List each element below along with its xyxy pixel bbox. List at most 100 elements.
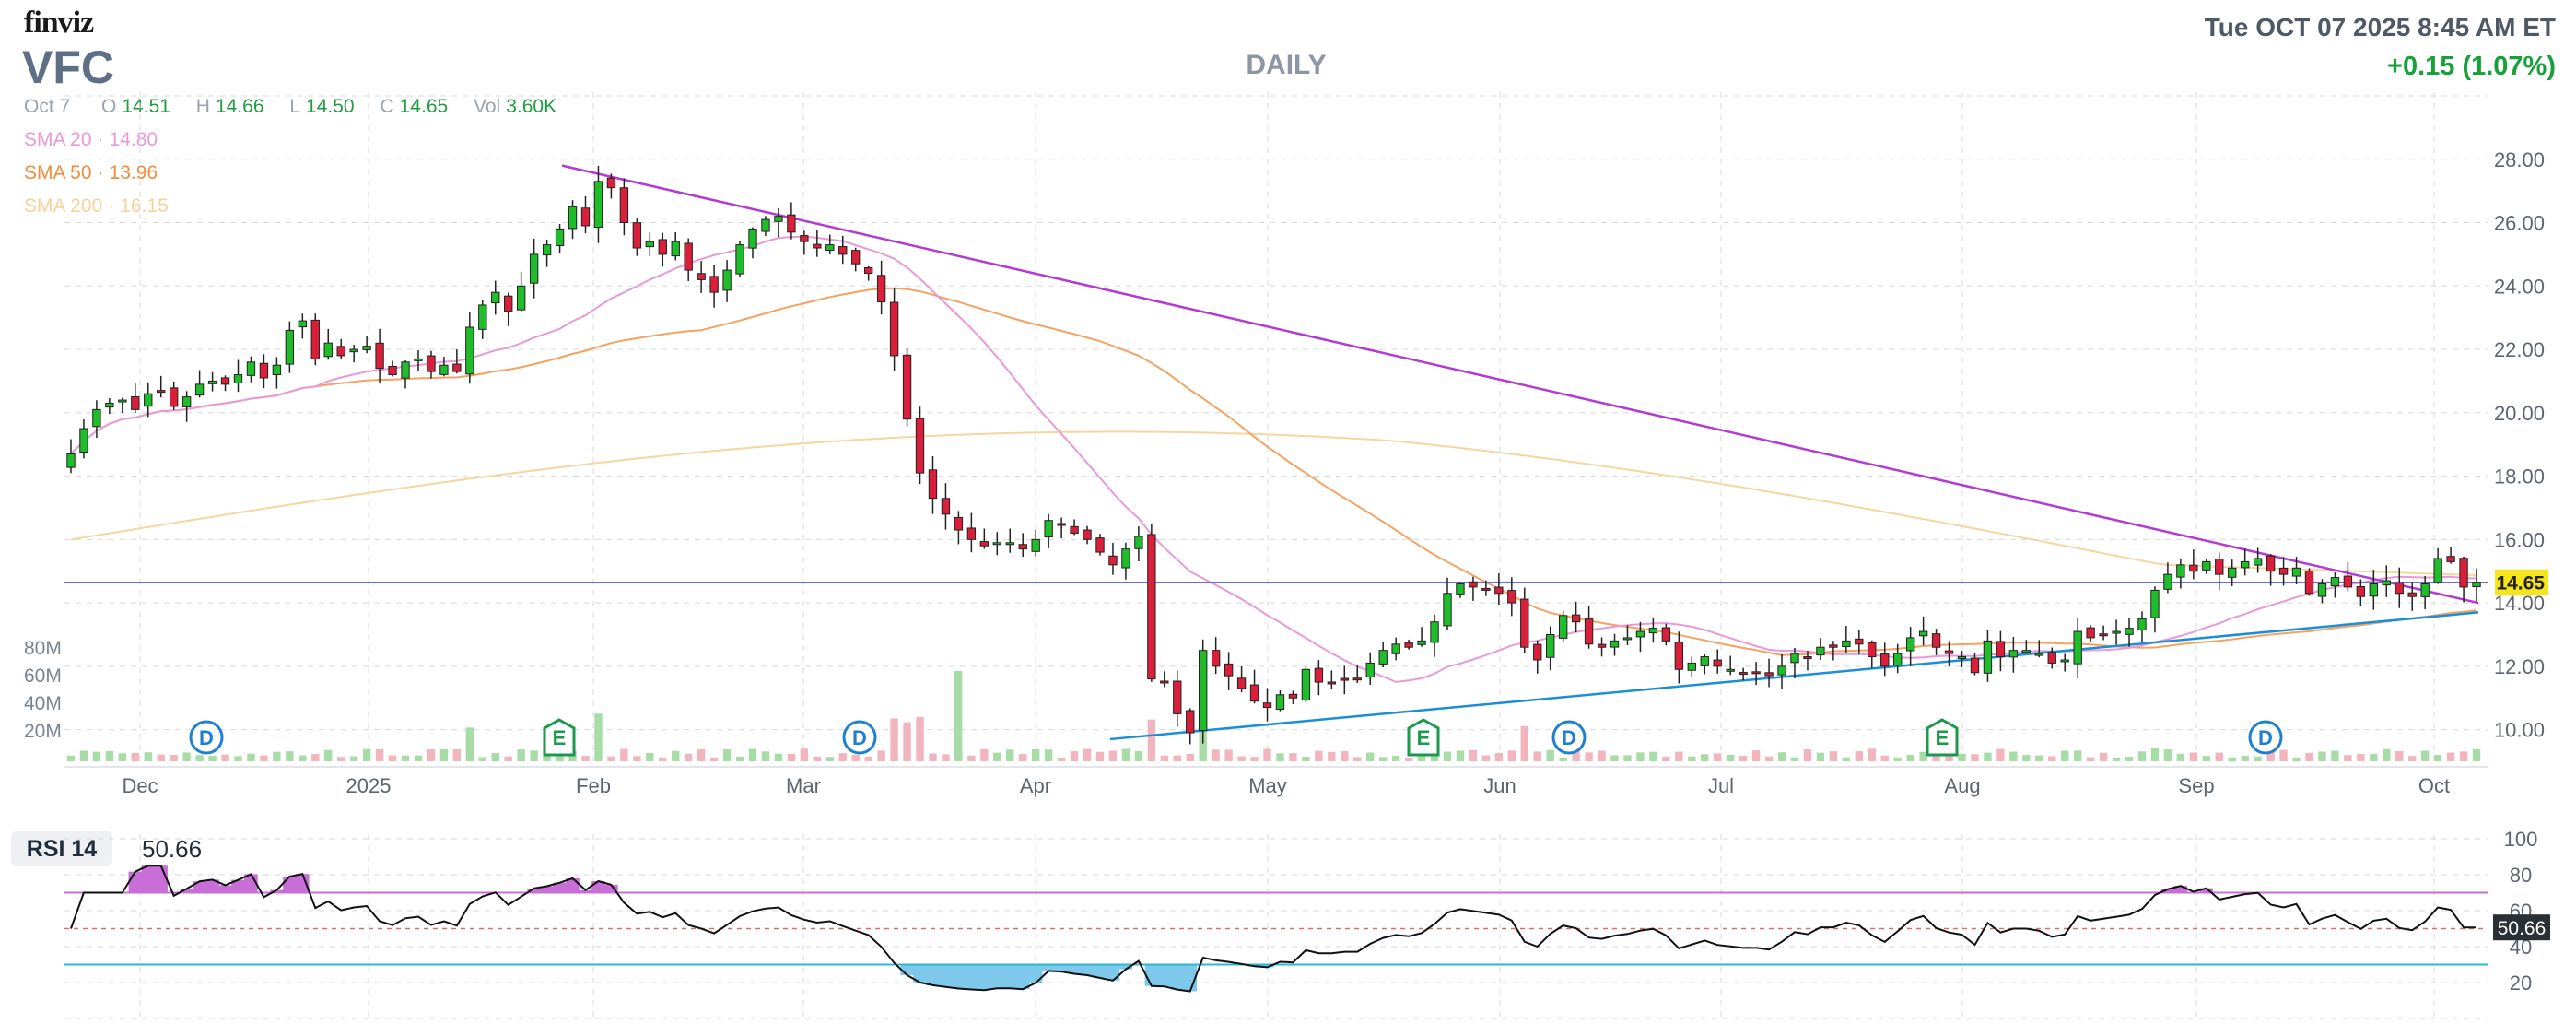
candle-body bbox=[2086, 627, 2095, 639]
volume-bar bbox=[2318, 751, 2326, 761]
candle-body bbox=[2446, 556, 2455, 562]
candle-body bbox=[1249, 684, 1259, 702]
candle-body bbox=[1108, 555, 1118, 566]
volume-bar bbox=[800, 748, 809, 761]
volume-bar bbox=[1366, 752, 1375, 761]
candle-body bbox=[1314, 667, 1324, 683]
candle-body bbox=[735, 244, 744, 275]
rsi-value-tag bbox=[2493, 914, 2550, 941]
candle-body bbox=[1236, 677, 1247, 689]
volume-bar bbox=[735, 756, 744, 761]
volume-bar bbox=[890, 718, 898, 761]
ohlc-legend: Oct 7 O 14.51 H 14.66 L 14.50 C 14.65 Vol 3.6… bbox=[24, 96, 577, 118]
high-label: H bbox=[195, 96, 210, 117]
candle-body bbox=[658, 239, 667, 255]
candle-body bbox=[928, 469, 938, 500]
candle-body bbox=[2060, 659, 2069, 663]
sma200-legend[interactable]: SMA 200 · 16.15 bbox=[24, 195, 169, 217]
candle-body bbox=[1404, 642, 1413, 648]
volume-bar bbox=[1353, 757, 1362, 761]
rsi-indicator-label[interactable]: RSI 14 bbox=[11, 831, 112, 866]
candle-body bbox=[1456, 583, 1465, 595]
candle-body bbox=[568, 206, 578, 230]
volume-bar bbox=[1160, 755, 1169, 761]
volume-bar bbox=[1803, 749, 1812, 761]
volume-bar bbox=[1880, 755, 1889, 761]
sma20-label: SMA 20 bbox=[24, 129, 92, 150]
timeframe-label[interactable]: DAILY bbox=[1246, 50, 1327, 80]
volume-bar bbox=[465, 727, 474, 761]
candle-body bbox=[1893, 653, 1903, 666]
volume-bar bbox=[685, 753, 693, 761]
candle-body bbox=[1610, 640, 1620, 648]
volume-bar bbox=[414, 755, 423, 761]
candle-body bbox=[1533, 643, 1542, 661]
candle-body bbox=[825, 244, 835, 252]
earnings-marker-icon bbox=[1407, 718, 1440, 757]
volume-bar bbox=[401, 755, 410, 761]
event-marker-label: D bbox=[1562, 726, 1576, 749]
candle-body bbox=[2356, 586, 2366, 597]
volume-bar bbox=[2344, 755, 2352, 761]
candle-body bbox=[1661, 627, 1671, 642]
event-marker-label: D bbox=[199, 726, 214, 749]
volume-bar bbox=[2048, 756, 2056, 761]
candle-body bbox=[2395, 582, 2404, 595]
close-label: C bbox=[380, 96, 394, 117]
candle-body bbox=[2099, 633, 2108, 637]
candle-body bbox=[491, 291, 500, 304]
volume-bar bbox=[1032, 749, 1040, 761]
volume-bar bbox=[105, 750, 114, 761]
volume-bar bbox=[1610, 755, 1619, 761]
volume-bar bbox=[1662, 756, 1670, 761]
candle-body bbox=[863, 266, 873, 275]
candle-body bbox=[1918, 630, 1928, 637]
candle-body bbox=[1301, 668, 1311, 701]
volume-bar bbox=[2331, 750, 2339, 761]
open-label: O bbox=[101, 96, 117, 117]
finviz-logo[interactable]: finviz bbox=[24, 6, 94, 40]
volume-bar bbox=[1559, 757, 1567, 761]
candle-body bbox=[2021, 650, 2032, 653]
event-marker-label: D bbox=[852, 726, 867, 749]
rsi-oversold-fill bbox=[900, 964, 1274, 992]
volume-bar bbox=[1328, 751, 1336, 761]
volume-bar bbox=[504, 756, 512, 761]
sma20-legend[interactable]: SMA 20 · 14.80 bbox=[24, 129, 158, 150]
candle-body bbox=[2253, 558, 2263, 566]
rsi-overbought-fill bbox=[128, 865, 2214, 893]
candle-body bbox=[979, 541, 989, 547]
candle-body bbox=[157, 390, 166, 394]
volume-bar bbox=[1186, 753, 1194, 761]
candle-body bbox=[181, 396, 192, 408]
candle-body bbox=[1365, 662, 1375, 678]
volume-bar bbox=[1044, 749, 1053, 761]
sma50-legend[interactable]: SMA 50 · 13.96 bbox=[24, 162, 158, 183]
x-tick-label: Aug bbox=[1944, 774, 1980, 797]
low-label: L bbox=[289, 96, 301, 117]
candle-body bbox=[1134, 536, 1143, 549]
candle-body bbox=[220, 377, 230, 385]
low-value: 14.50 bbox=[306, 96, 355, 117]
candle-body bbox=[2228, 567, 2237, 578]
x-tick-label: Mar bbox=[786, 774, 821, 797]
candle-body bbox=[131, 395, 140, 410]
candle-body bbox=[606, 177, 616, 189]
axes: 28.00 26.00 24.00 22.00 20.00 18.00 16.00 14.00… bbox=[24, 148, 2548, 797]
volume-bar bbox=[672, 750, 680, 761]
volume-bar bbox=[2254, 756, 2262, 761]
volume-axis-label: 40M bbox=[24, 693, 62, 714]
candle-body bbox=[684, 242, 693, 271]
sma50-curve bbox=[70, 287, 2477, 656]
event-marker-label: E bbox=[1417, 726, 1431, 749]
candle-body bbox=[2382, 580, 2391, 586]
volume-bar bbox=[2022, 755, 2031, 761]
candle-body bbox=[1931, 633, 1941, 648]
candle-body bbox=[1648, 628, 1658, 634]
volume-bar bbox=[1971, 754, 1979, 761]
candle-body bbox=[105, 402, 114, 408]
candle-body bbox=[2034, 653, 2043, 656]
volume-bar bbox=[1083, 748, 1092, 761]
